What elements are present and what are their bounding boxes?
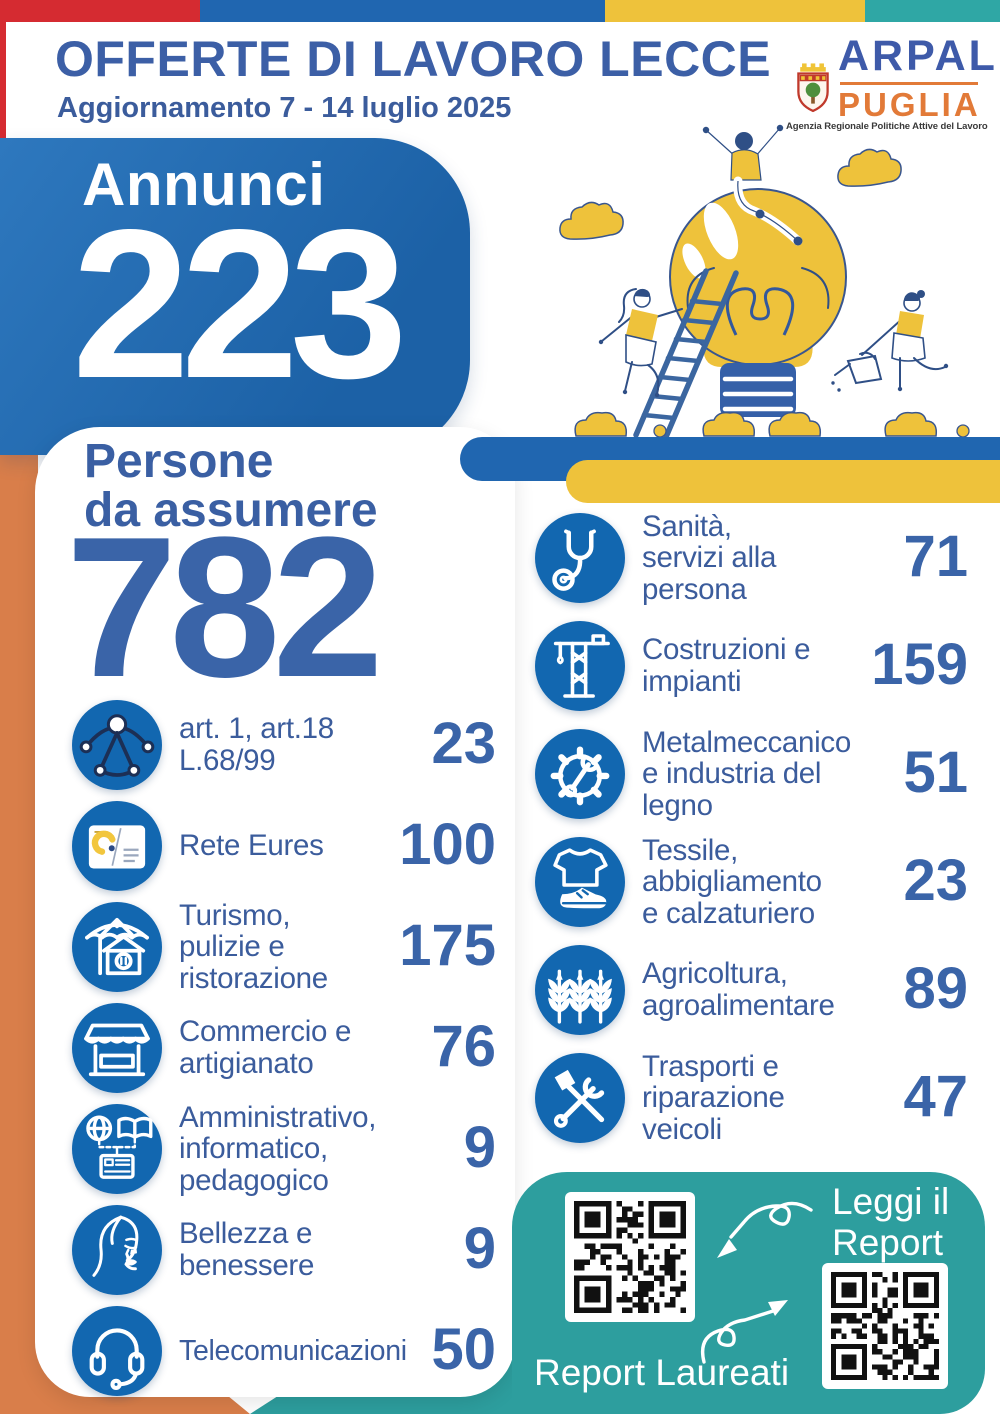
category-value: 47 bbox=[903, 1064, 968, 1130]
crane-icon bbox=[535, 621, 625, 711]
category-row-metalmeccanico: Metalmeccanico e industria del legno 51 bbox=[535, 725, 968, 822]
disability-network-icon bbox=[72, 700, 162, 790]
logo-tagline: Agenzia Regionale Politiche Attive del L… bbox=[786, 121, 988, 132]
arpal-crest-icon bbox=[797, 63, 829, 113]
category-label: Costruzioni e impianti bbox=[642, 633, 811, 698]
logo-text-arpal: ARPAL bbox=[838, 32, 998, 80]
category-row-costruzioni: Costruzioni e impianti 159 bbox=[535, 621, 968, 711]
category-label: Amministrativo, informatico, pedagogico bbox=[179, 1100, 377, 1197]
curly-arrow-left-icon bbox=[717, 1201, 813, 1258]
market-stall-icon bbox=[72, 1003, 162, 1093]
category-value: 89 bbox=[903, 956, 968, 1022]
right-person bbox=[831, 290, 949, 392]
category-value: 159 bbox=[871, 632, 968, 698]
report-laureati-label: Report Laureati bbox=[534, 1352, 790, 1393]
curly-arrow-right-icon bbox=[700, 1300, 788, 1364]
category-row-sanita: Sanità, servizi alla persona 71 bbox=[535, 509, 968, 606]
annunci-count: 223 bbox=[72, 185, 408, 422]
qr-code-report-laureati bbox=[822, 1263, 948, 1389]
persone-heading: Persone da assumere bbox=[84, 435, 378, 537]
category-row-trasporti: Trasporti e riparazione veicoli 47 bbox=[535, 1049, 968, 1146]
category-label: Tessile, abbigliamento e calzaturiero bbox=[642, 833, 822, 930]
category-label: Metalmeccanico e industria del legno bbox=[642, 725, 851, 822]
category-label: art. 1, art.18 L.68/99 bbox=[179, 712, 334, 777]
category-row-bellezza: Bellezza e benessere 9 bbox=[72, 1205, 496, 1295]
left-red-strip bbox=[0, 22, 6, 140]
category-row-tessile: Tessile, abbigliamento e calzaturiero 23 bbox=[535, 833, 968, 930]
wheat-icon bbox=[535, 945, 625, 1035]
umbrella-house-icon bbox=[72, 902, 162, 992]
category-value: 9 bbox=[463, 1216, 496, 1282]
read-report-label: Leggi il Report bbox=[832, 1181, 950, 1263]
category-label: Sanità, servizi alla persona bbox=[642, 509, 777, 606]
category-value: 23 bbox=[903, 848, 968, 914]
category-label: Trasporti e riparazione veicoli bbox=[642, 1049, 785, 1146]
topbar-red-segment bbox=[0, 0, 200, 22]
persone-count: 782 bbox=[66, 496, 384, 719]
category-value: 76 bbox=[431, 1014, 496, 1080]
eures-logo-icon bbox=[72, 801, 162, 891]
female-face-icon bbox=[72, 1205, 162, 1295]
category-value: 71 bbox=[903, 524, 968, 590]
teamwork-lightbulb-illustration bbox=[559, 124, 970, 437]
category-value: 9 bbox=[463, 1115, 496, 1181]
logo-text-puglia: PUGLIA bbox=[838, 86, 981, 123]
globe-book-card-icon bbox=[72, 1104, 162, 1194]
category-value: 100 bbox=[399, 812, 496, 878]
category-row-art1-l6899: art. 1, art.18 L.68/99 23 bbox=[72, 700, 496, 790]
yellow-divider-bar bbox=[566, 460, 1000, 503]
category-value: 50 bbox=[431, 1317, 496, 1383]
category-row-commercio: Commercio e artigianato 76 bbox=[72, 1003, 496, 1093]
hammer-wrench-icon bbox=[535, 1053, 625, 1143]
category-label: Rete Eures bbox=[179, 829, 324, 863]
category-row-telecomunicazioni: Telecomunicazioni 50 bbox=[72, 1306, 496, 1396]
annunci-label: Annunci bbox=[82, 151, 326, 218]
tshirt-sneaker-icon bbox=[535, 837, 625, 927]
qr-code-report bbox=[565, 1192, 695, 1322]
gear-wrench-icon bbox=[535, 729, 625, 819]
category-row-amministrativo: Amministrativo, informatico, pedagogico … bbox=[72, 1100, 496, 1197]
stethoscope-icon bbox=[535, 513, 625, 603]
topbar-blue-segment bbox=[200, 0, 605, 22]
headset-icon bbox=[72, 1306, 162, 1396]
category-label: Agricoltura, agroalimentare bbox=[642, 957, 835, 1022]
topbar-yellow-segment bbox=[605, 0, 865, 22]
category-value: 23 bbox=[431, 711, 496, 777]
page-title: OFFERTE DI LAVORO LECCE bbox=[55, 31, 772, 87]
left-person bbox=[598, 288, 683, 398]
category-label: Bellezza e benessere bbox=[179, 1217, 315, 1282]
annunci-panel: Annunci 223 bbox=[0, 138, 470, 455]
category-label: Commercio e artigianato bbox=[179, 1015, 352, 1080]
left-category-column: art. 1, art.18 L.68/99 23 Rete Eures 100 bbox=[72, 700, 496, 1396]
category-value: 175 bbox=[399, 913, 496, 979]
right-category-column: Sanità, servizi alla persona 71 Costruzi… bbox=[535, 509, 968, 1146]
category-label: Turismo, pulizie e ristorazione bbox=[179, 898, 328, 995]
update-period: Aggiornamento 7 - 14 luglio 2025 bbox=[57, 92, 512, 124]
category-row-rete-eures: Rete Eures 100 bbox=[72, 801, 496, 891]
logo-divider bbox=[840, 82, 978, 85]
person-on-bulb bbox=[702, 124, 803, 246]
category-label: Telecomunicazioni bbox=[179, 1334, 407, 1367]
category-row-agricoltura: Agricoltura, agroalimentare 89 bbox=[535, 945, 968, 1035]
category-value: 51 bbox=[903, 740, 968, 806]
topbar-teal-segment bbox=[865, 0, 1000, 22]
category-row-turismo: Turismo, pulizie e ristorazione 175 bbox=[72, 898, 496, 995]
